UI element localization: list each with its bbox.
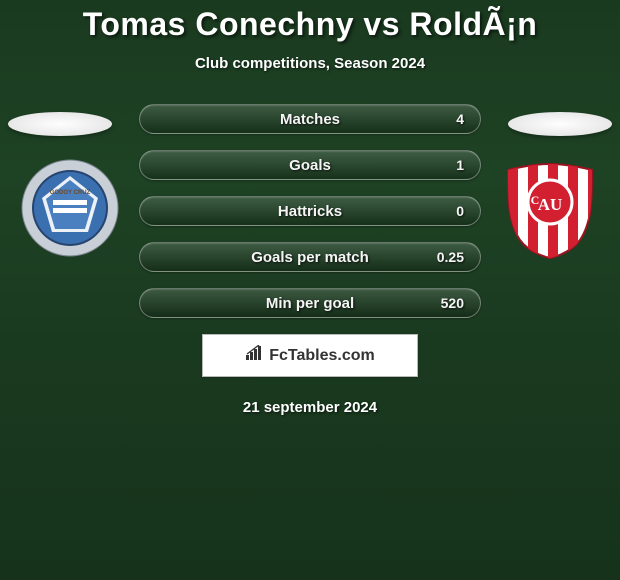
stat-value: 0.25: [437, 249, 464, 265]
stat-value: 1: [456, 157, 464, 173]
player-right-marker: [508, 112, 612, 136]
stat-row-matches: Matches 4: [139, 104, 481, 134]
stat-value: 0: [456, 203, 464, 219]
team-left-crest: GODOY CRUZ: [20, 158, 120, 258]
subtitle: Club competitions, Season 2024: [0, 55, 620, 72]
stat-row-hattricks: Hattricks 0: [139, 196, 481, 226]
svg-text:C: C: [531, 193, 540, 207]
page-title: Tomas Conechny vs RoldÃ¡n: [0, 6, 620, 43]
stat-label: Goals: [289, 157, 331, 174]
brand-text: FcTables.com: [245, 345, 375, 366]
stat-row-goals-per-match: Goals per match 0.25: [139, 242, 481, 272]
stat-value: 4: [456, 111, 464, 127]
player-left-marker: [8, 112, 112, 136]
svg-text:AU: AU: [538, 195, 563, 214]
brand-label: FcTables.com: [269, 347, 375, 365]
svg-text:GODOY CRUZ: GODOY CRUZ: [50, 190, 91, 196]
stats-area: GODOY CRUZ AU C Matches 4: [0, 104, 620, 318]
brand-box: FcTables.com: [202, 334, 418, 377]
stat-label: Goals per match: [251, 249, 369, 266]
chart-icon: [245, 345, 267, 366]
stat-value: 520: [441, 295, 464, 311]
team-right-crest: AU C: [500, 160, 600, 260]
stat-label: Min per goal: [266, 295, 354, 312]
stat-row-goals: Goals 1: [139, 150, 481, 180]
stat-rows: Matches 4 Goals 1 Hattricks 0 Goals per …: [139, 104, 481, 318]
stat-label: Matches: [280, 111, 340, 128]
stat-label: Hattricks: [278, 203, 342, 220]
date-line: 21 september 2024: [0, 399, 620, 416]
stat-row-min-per-goal: Min per goal 520: [139, 288, 481, 318]
